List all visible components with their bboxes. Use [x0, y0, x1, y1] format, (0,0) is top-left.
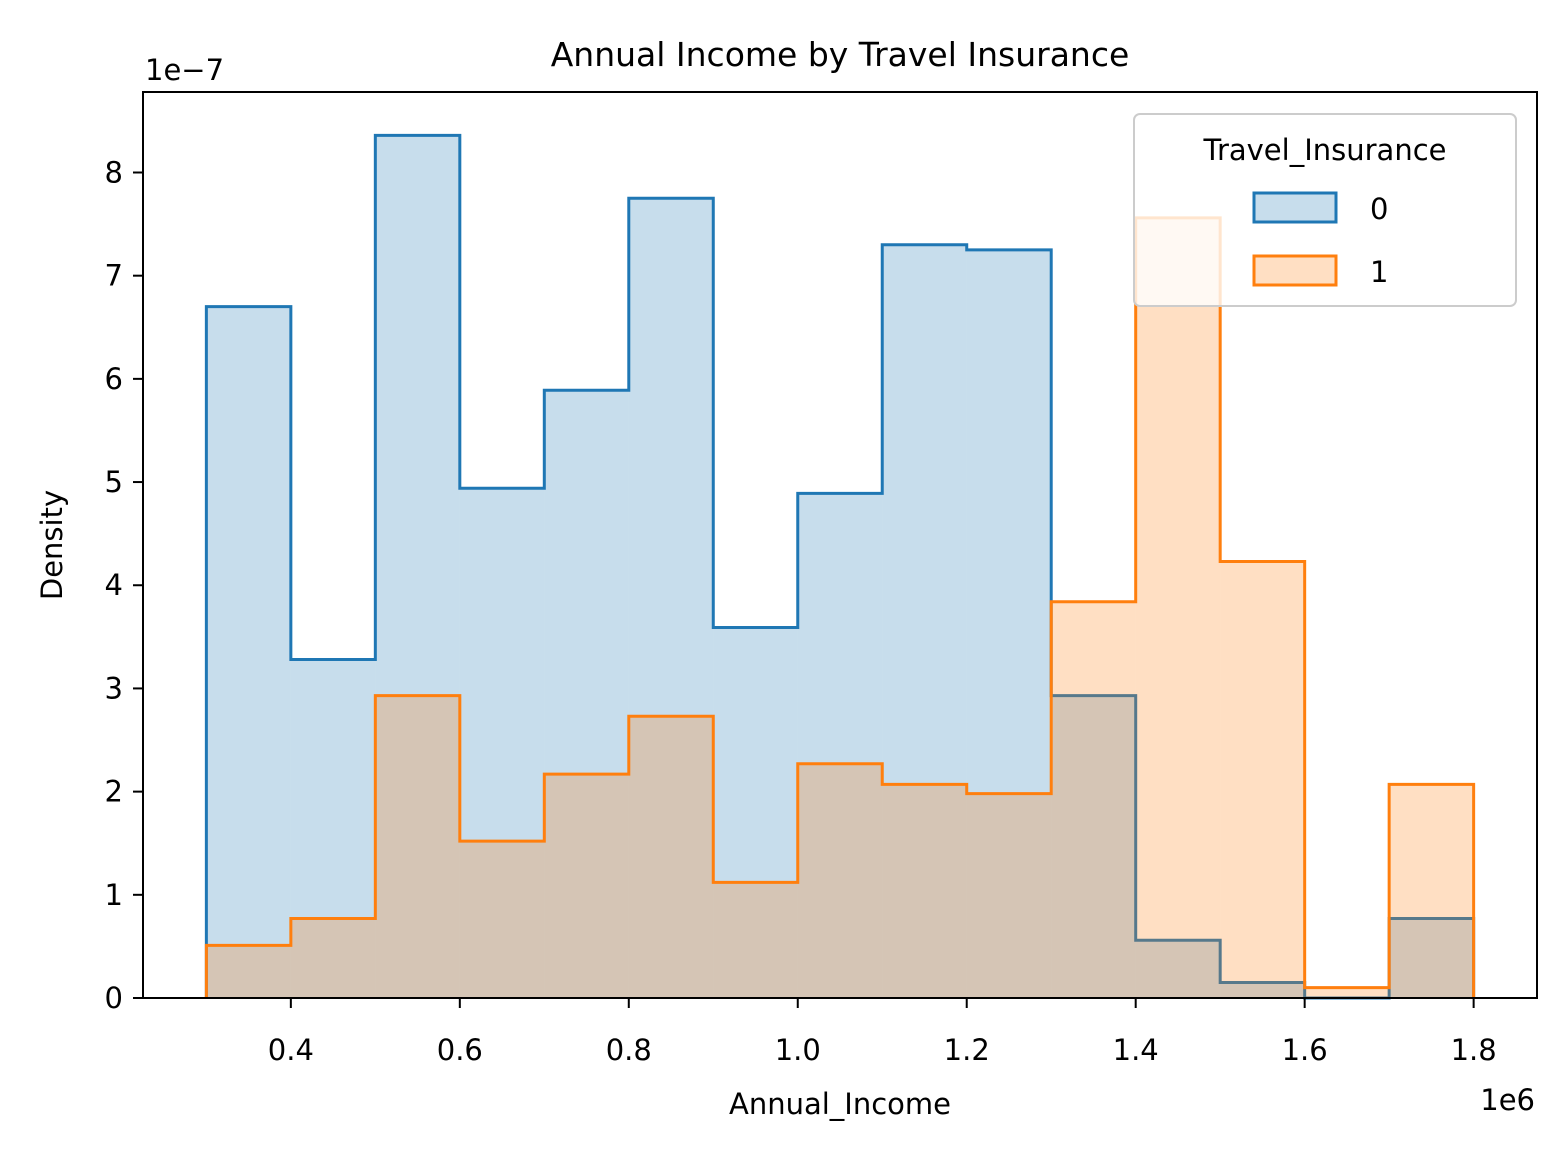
x-tick-label: 1.2	[944, 1033, 990, 1067]
series-0	[204, 133, 1476, 1000]
legend-label-1: 1	[1370, 255, 1388, 289]
bar-series-1-bin-9	[966, 793, 1052, 998]
bar-series-1-bin-14	[1389, 784, 1474, 998]
bar-series-1-bin-7	[797, 763, 883, 998]
series-1	[204, 216, 1476, 999]
bar-series-1-bin-13	[1304, 987, 1390, 998]
bar-series-0-bin-2	[375, 135, 460, 998]
y-tick-label: 6	[105, 362, 123, 396]
bar-series-1-bin-11	[1135, 217, 1221, 999]
bar-series-0-bin-3	[459, 488, 545, 998]
x-tick-label: 0.4	[268, 1033, 314, 1067]
x-axis-ticks: 0.4 0.6 0.8 1.0 1.2 1.4 1.6 1.8	[268, 998, 1497, 1067]
legend-swatch-1	[1252, 254, 1338, 287]
bar-series-0-bin-12	[1220, 982, 1305, 998]
x-axis-label: Annual_Income	[729, 1087, 951, 1121]
bar-series-0-bin-6	[713, 627, 798, 998]
legend-label-0: 0	[1370, 192, 1388, 226]
bar-series-0-bin-0	[206, 306, 291, 998]
y-tick-label: 4	[105, 568, 123, 602]
bar-series-1-bin-2	[375, 695, 460, 998]
bar-series-0-bin-11	[1135, 940, 1221, 998]
bar-series-1-bin-8	[882, 784, 967, 998]
step-outline-series-1	[204, 216, 1476, 998]
legend-box	[1133, 113, 1517, 307]
bar-series-0-bin-8	[882, 244, 967, 998]
y-axis-ticks: 0 1 2 3 4 5 6 7 8	[105, 155, 143, 1015]
x-tick-label: 0.6	[437, 1033, 483, 1067]
bar-series-1-bin-10	[1051, 601, 1136, 998]
y-axis-label: Density	[35, 490, 69, 600]
bar-series-0-bin-14	[1389, 918, 1474, 998]
bar-series-0-bin-1	[290, 659, 376, 998]
y-tick-label: 0	[105, 981, 123, 1015]
step-outline-series-0	[204, 133, 1476, 1000]
histogram-series-layer	[204, 133, 1476, 1000]
bar-series-0-bin-10	[1051, 695, 1136, 998]
bar-series-0-bin-4	[544, 390, 629, 998]
bar-series-1-bin-4	[544, 774, 629, 998]
x-tick-label: 1.8	[1451, 1033, 1497, 1067]
y-tick-label: 2	[105, 775, 123, 809]
x-axis-offset-label: 1e6	[1480, 1083, 1535, 1117]
legend-entries: 01	[1252, 191, 1388, 289]
bar-series-1-bin-0	[206, 945, 291, 998]
plot-frame	[142, 91, 1538, 999]
x-tick-label: 1.6	[1282, 1033, 1328, 1067]
bar-series-0-bin-5	[628, 198, 714, 999]
bar-series-1-bin-3	[459, 841, 545, 998]
y-tick-label: 1	[105, 878, 123, 912]
x-tick-label: 1.0	[775, 1033, 821, 1067]
y-tick-label: 3	[105, 671, 123, 705]
bar-series-1-bin-12	[1220, 561, 1305, 998]
y-axis-offset-label: 1e−7	[145, 53, 224, 87]
bar-series-1-bin-6	[713, 882, 798, 998]
x-tick-label: 0.8	[606, 1033, 652, 1067]
y-tick-label: 5	[105, 465, 123, 499]
bar-series-0-bin-7	[797, 493, 883, 998]
bar-series-0-bin-9	[966, 249, 1052, 998]
y-tick-label: 7	[105, 259, 123, 293]
chart-title: Annual Income by Travel Insurance	[551, 35, 1130, 74]
legend-title: Travel_Insurance	[1203, 133, 1447, 167]
bar-series-1-bin-5	[628, 716, 714, 998]
legend: Travel_Insurance 01	[1133, 113, 1517, 307]
legend-swatch-0	[1252, 191, 1338, 224]
bar-series-1-bin-1	[290, 918, 376, 998]
x-tick-label: 1.4	[1113, 1033, 1159, 1067]
y-tick-label: 8	[105, 155, 123, 189]
